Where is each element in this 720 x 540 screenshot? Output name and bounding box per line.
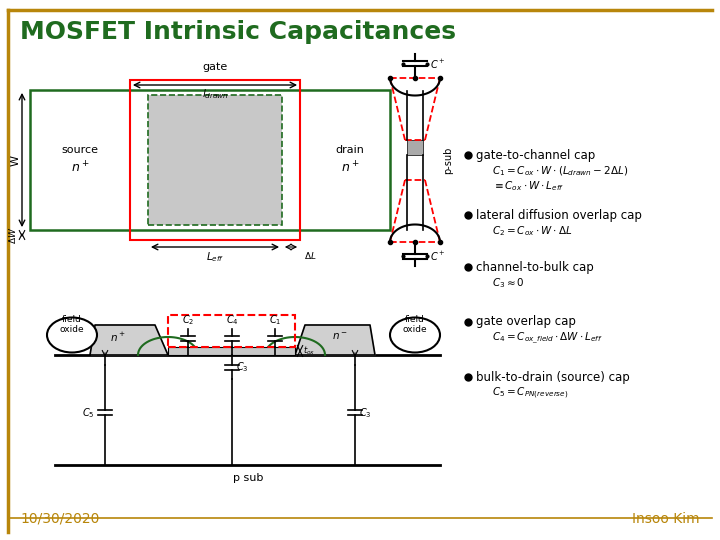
Text: $C_3 \approx 0$: $C_3 \approx 0$ xyxy=(492,276,525,290)
Text: MOSFET Intrinsic Capacitances: MOSFET Intrinsic Capacitances xyxy=(20,20,456,44)
Text: $C_3$: $C_3$ xyxy=(236,360,248,374)
Bar xyxy=(30,90,390,230)
Text: p sub: p sub xyxy=(233,473,264,483)
Ellipse shape xyxy=(47,318,97,353)
Text: $C_1$: $C_1$ xyxy=(269,313,282,327)
Text: $C_2 = C_{ox} \cdot W \cdot \Delta L$: $C_2 = C_{ox} \cdot W \cdot \Delta L$ xyxy=(492,224,572,238)
Text: bulk-to-drain (source) cap: bulk-to-drain (source) cap xyxy=(476,370,630,383)
Text: $C_5$: $C_5$ xyxy=(83,406,95,420)
Text: oxide: oxide xyxy=(60,326,84,334)
Text: $n^+$: $n^+$ xyxy=(341,160,359,176)
Text: $C^+$: $C^+$ xyxy=(430,249,446,262)
Bar xyxy=(130,80,300,240)
Text: $C_1 = C_{ox} \cdot W \cdot (L_{drawn} - 2\Delta L)$: $C_1 = C_{ox} \cdot W \cdot (L_{drawn} -… xyxy=(492,164,628,178)
Text: oxide: oxide xyxy=(402,326,427,334)
Text: Insoo Kim: Insoo Kim xyxy=(632,512,700,526)
Bar xyxy=(407,140,423,155)
Text: $C_4 = C_{ox\_field} \cdot \Delta W \cdot L_{eff}$: $C_4 = C_{ox\_field} \cdot \Delta W \cdo… xyxy=(492,330,603,346)
Text: 10/30/2020: 10/30/2020 xyxy=(20,512,99,526)
Text: $\Delta L$: $\Delta L$ xyxy=(304,250,317,261)
Text: $n^-$: $n^-$ xyxy=(332,332,348,342)
Bar xyxy=(168,347,295,355)
Text: field: field xyxy=(62,315,82,325)
Text: $L_{eff}$: $L_{eff}$ xyxy=(206,250,224,264)
Text: $C_3$: $C_3$ xyxy=(359,406,372,420)
Text: $n^+$: $n^+$ xyxy=(110,330,126,343)
Text: gate-to-channel cap: gate-to-channel cap xyxy=(476,148,595,161)
Polygon shape xyxy=(295,325,375,355)
Text: source: source xyxy=(61,145,99,155)
Text: $l_{drawn}$: $l_{drawn}$ xyxy=(202,87,228,101)
Text: $t_{ox}$: $t_{ox}$ xyxy=(303,345,315,357)
Ellipse shape xyxy=(390,318,440,353)
Text: W: W xyxy=(11,154,21,165)
Text: $C_2$: $C_2$ xyxy=(182,313,194,327)
Text: $C_5 = C_{PN(reverse)}$: $C_5 = C_{PN(reverse)}$ xyxy=(492,386,568,401)
Text: channel-to-bulk cap: channel-to-bulk cap xyxy=(476,260,594,273)
Text: $\Delta W$: $\Delta W$ xyxy=(7,226,19,244)
Text: field: field xyxy=(405,315,425,325)
Text: gate overlap cap: gate overlap cap xyxy=(476,315,576,328)
Bar xyxy=(168,315,295,347)
Polygon shape xyxy=(90,325,168,355)
Bar xyxy=(148,95,282,225)
Text: p-sub: p-sub xyxy=(443,146,453,174)
Text: lateral diffusion overlap cap: lateral diffusion overlap cap xyxy=(476,208,642,221)
Text: $n^+$: $n^+$ xyxy=(71,160,89,176)
Text: drain: drain xyxy=(336,145,364,155)
Text: gate: gate xyxy=(202,62,228,72)
Text: $C_4$: $C_4$ xyxy=(225,313,238,327)
Text: $C^+$: $C^+$ xyxy=(430,57,446,71)
Text: $\equiv C_{ox} \cdot W \cdot L_{eff}$: $\equiv C_{ox} \cdot W \cdot L_{eff}$ xyxy=(492,179,564,193)
